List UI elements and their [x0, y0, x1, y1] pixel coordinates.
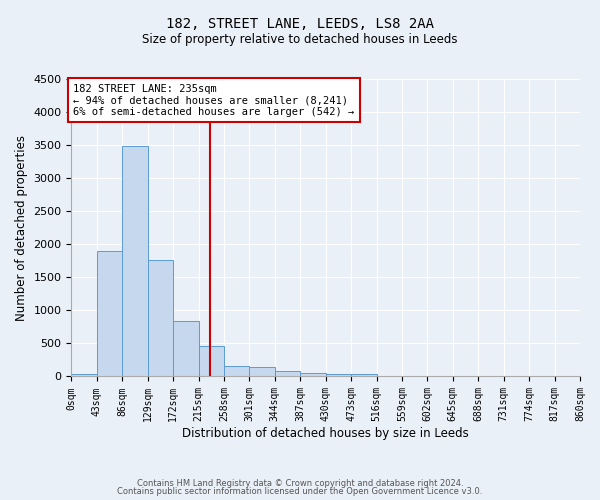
Bar [326, 374, 351, 376]
Text: 182, STREET LANE, LEEDS, LS8 2AA: 182, STREET LANE, LEEDS, LS8 2AA [166, 18, 434, 32]
Bar [122, 146, 148, 376]
Text: Contains HM Land Registry data © Crown copyright and database right 2024.: Contains HM Land Registry data © Crown c… [137, 478, 463, 488]
Text: Contains public sector information licensed under the Open Government Licence v3: Contains public sector information licen… [118, 487, 482, 496]
Text: 182 STREET LANE: 235sqm
← 94% of detached houses are smaller (8,241)
6% of semi-: 182 STREET LANE: 235sqm ← 94% of detache… [73, 84, 355, 117]
Bar [224, 366, 250, 376]
X-axis label: Distribution of detached houses by size in Leeds: Distribution of detached houses by size … [182, 427, 469, 440]
Bar [351, 374, 377, 376]
Text: Size of property relative to detached houses in Leeds: Size of property relative to detached ho… [142, 32, 458, 46]
Bar [148, 260, 173, 376]
Bar [71, 374, 97, 376]
Y-axis label: Number of detached properties: Number of detached properties [15, 134, 28, 320]
Bar [275, 370, 300, 376]
Bar [300, 373, 326, 376]
Bar [250, 366, 275, 376]
Bar [199, 346, 224, 376]
Bar [97, 251, 122, 376]
Bar [173, 321, 199, 376]
